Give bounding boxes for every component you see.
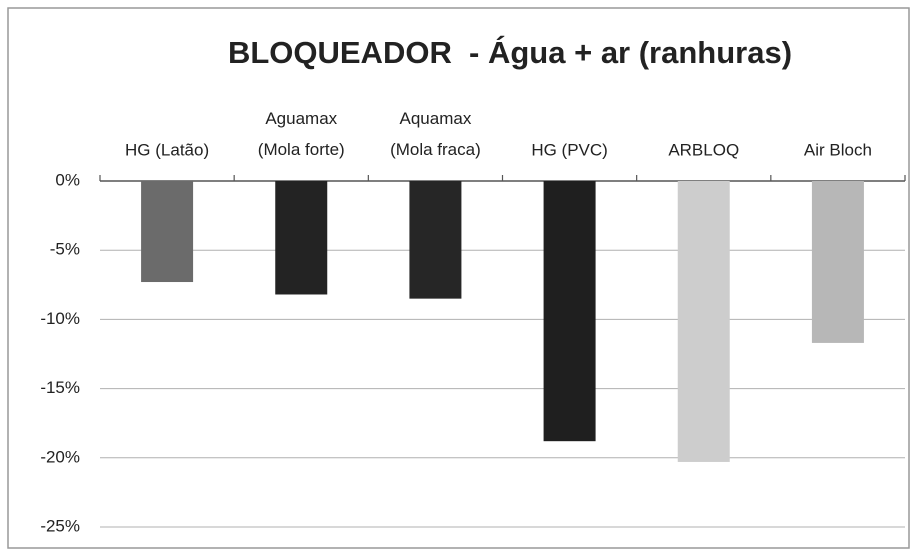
y-tick-label: 0% bbox=[55, 170, 80, 189]
x-tick-label: HG (Latão) bbox=[125, 140, 209, 159]
x-tick-label: Aguamax (Mola forte) bbox=[258, 109, 345, 159]
y-tick-label: -5% bbox=[50, 240, 80, 259]
chart-title: BLOQUEADOR - Água + ar (ranhuras) bbox=[228, 35, 792, 70]
bar bbox=[543, 181, 596, 442]
x-tick-label: Aquamax (Mola fraca) bbox=[390, 109, 481, 159]
x-tick-label: Air Bloch bbox=[804, 140, 872, 159]
bar bbox=[275, 181, 328, 295]
bar bbox=[811, 181, 864, 343]
x-tick-label: HG (PVC) bbox=[531, 140, 608, 159]
y-tick-label: -15% bbox=[40, 378, 80, 397]
bar bbox=[409, 181, 462, 299]
y-tick-label: -10% bbox=[40, 309, 80, 328]
y-tick-label: -25% bbox=[40, 516, 80, 535]
x-tick-label: ARBLOQ bbox=[668, 140, 739, 159]
bar bbox=[141, 181, 194, 283]
y-tick-label: -20% bbox=[40, 447, 80, 466]
bar bbox=[677, 181, 730, 462]
